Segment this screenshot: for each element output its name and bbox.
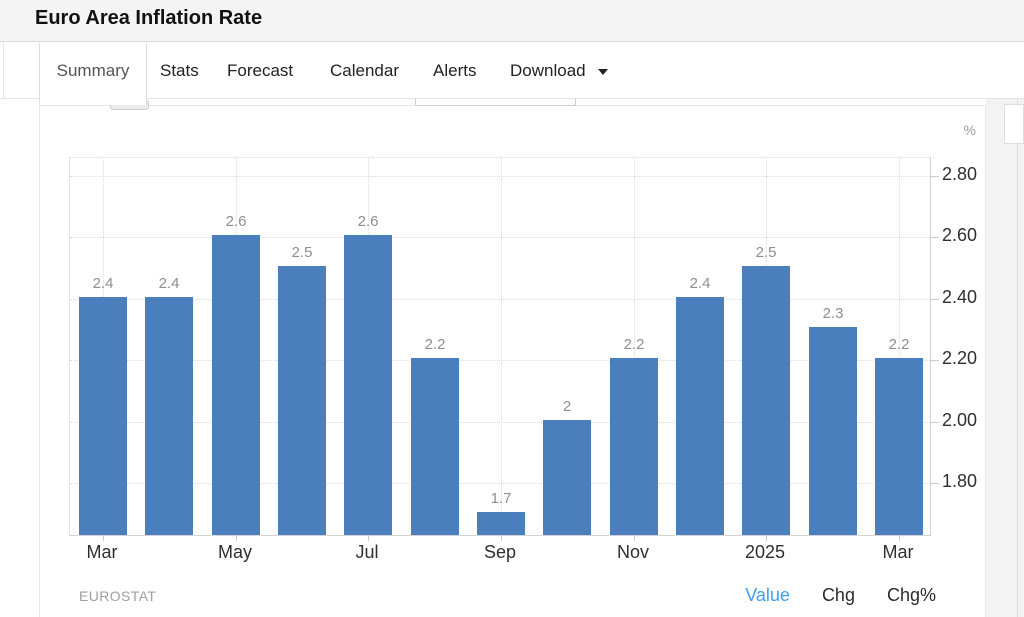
bar[interactable] <box>411 358 459 535</box>
bar[interactable] <box>543 420 591 535</box>
x-tick-mark <box>501 536 502 541</box>
y-axis-tick-label: 2.80 <box>942 164 978 184</box>
bar[interactable] <box>212 235 260 535</box>
y-axis-unit-label: % <box>963 122 976 138</box>
bar-value-label: 2 <box>562 398 572 415</box>
bar-value-label: 2.2 <box>424 336 446 353</box>
scrollbar-track-border <box>1017 99 1018 617</box>
tab-forecast[interactable]: Forecast <box>227 61 294 80</box>
x-tick-mark <box>103 536 104 541</box>
tab-summary[interactable]: Summary <box>39 43 147 105</box>
bar-value-label: 2.3 <box>822 305 844 322</box>
y-tick-mark <box>931 176 939 177</box>
bar[interactable] <box>477 512 525 535</box>
gridline-x <box>899 158 900 537</box>
y-axis-tick-label: 1.80 <box>942 471 978 491</box>
bar[interactable] <box>278 266 326 535</box>
chart-card: 2.4 2.4 2.6 2.5 2.6 2.2 1.7 2 2.2 2.4 2.5 2.3 2.2 % … <box>39 96 986 617</box>
tab-download-label: Download <box>510 61 586 80</box>
bar-value-label: 2.2 <box>888 336 910 353</box>
x-tick-mark <box>634 536 635 541</box>
source-attribution: EUROSTAT <box>79 588 157 604</box>
page-header: Euro Area Inflation Rate <box>0 0 1024 42</box>
bar-value-label: 2.2 <box>623 336 645 353</box>
y-tick-mark <box>931 422 939 423</box>
right-gutter <box>986 99 1024 617</box>
page-title: Euro Area Inflation Rate <box>35 7 263 29</box>
x-axis-tick-label: Jul <box>355 542 379 562</box>
x-axis-tick-label: Mar <box>86 542 118 562</box>
tab-calendar[interactable]: Calendar <box>330 61 399 80</box>
bar[interactable] <box>610 358 658 535</box>
x-tick-mark <box>236 536 237 541</box>
x-tick-mark <box>368 536 369 541</box>
bar-value-label: 2.6 <box>225 213 247 230</box>
tab-stats[interactable]: Stats <box>160 61 199 80</box>
bar[interactable] <box>742 266 790 535</box>
bar-value-label: 2.5 <box>291 244 313 261</box>
x-axis-tick-label: May <box>217 542 252 562</box>
bar[interactable] <box>875 358 923 535</box>
y-axis-tick-label: 2.40 <box>942 287 978 307</box>
bar[interactable] <box>676 297 724 535</box>
y-tick-mark <box>931 360 939 361</box>
bar[interactable] <box>344 235 392 535</box>
tab-alerts[interactable]: Alerts <box>433 61 477 80</box>
gridline-x <box>501 158 502 537</box>
bar-value-label: 2.4 <box>158 275 180 292</box>
y-tick-mark <box>931 483 939 484</box>
x-axis-tick-label: Mar <box>882 542 914 562</box>
legend-item-chg[interactable]: Chg <box>821 585 855 605</box>
panel-left-border <box>3 43 4 99</box>
x-axis-tick-label: Sep <box>483 542 517 562</box>
bar-value-label: 1.7 <box>490 490 512 507</box>
x-axis-tick-label: 2025 <box>744 542 786 562</box>
x-tick-mark <box>766 536 767 541</box>
bar-value-label: 2.6 <box>357 213 379 230</box>
tab-download[interactable]: Download <box>510 43 609 99</box>
legend-item-chg[interactable]: Chg% <box>886 585 936 605</box>
bar[interactable] <box>79 297 127 535</box>
chevron-down-icon <box>598 68 609 75</box>
gridline-x <box>634 158 635 537</box>
y-axis-tick-label: 2.60 <box>942 225 978 245</box>
bar[interactable] <box>145 297 193 535</box>
bar-value-label: 2.5 <box>755 244 777 261</box>
tab-bar: Summary Stats Forecast Calendar Alerts D… <box>0 43 1024 105</box>
y-tick-mark <box>931 237 939 238</box>
x-axis-tick-label: Nov <box>616 542 649 562</box>
bar-value-label: 2.4 <box>689 275 711 292</box>
plot-area: 2.4 2.4 2.6 2.5 2.6 2.2 1.7 2 2.2 2.4 2.5 2.3 2.2 <box>69 157 939 541</box>
y-axis-tick-label: 2.20 <box>942 348 978 368</box>
scrollbar-thumb[interactable] <box>1004 104 1024 144</box>
bar-value-label: 2.4 <box>92 275 114 292</box>
bar[interactable] <box>809 327 857 535</box>
x-tick-mark <box>899 536 900 541</box>
series-legend: Value Chg Chg% <box>745 585 936 606</box>
legend-item-value[interactable]: Value <box>745 585 790 605</box>
y-axis-tick-label: 2.00 <box>942 410 978 430</box>
y-tick-mark <box>931 299 939 300</box>
